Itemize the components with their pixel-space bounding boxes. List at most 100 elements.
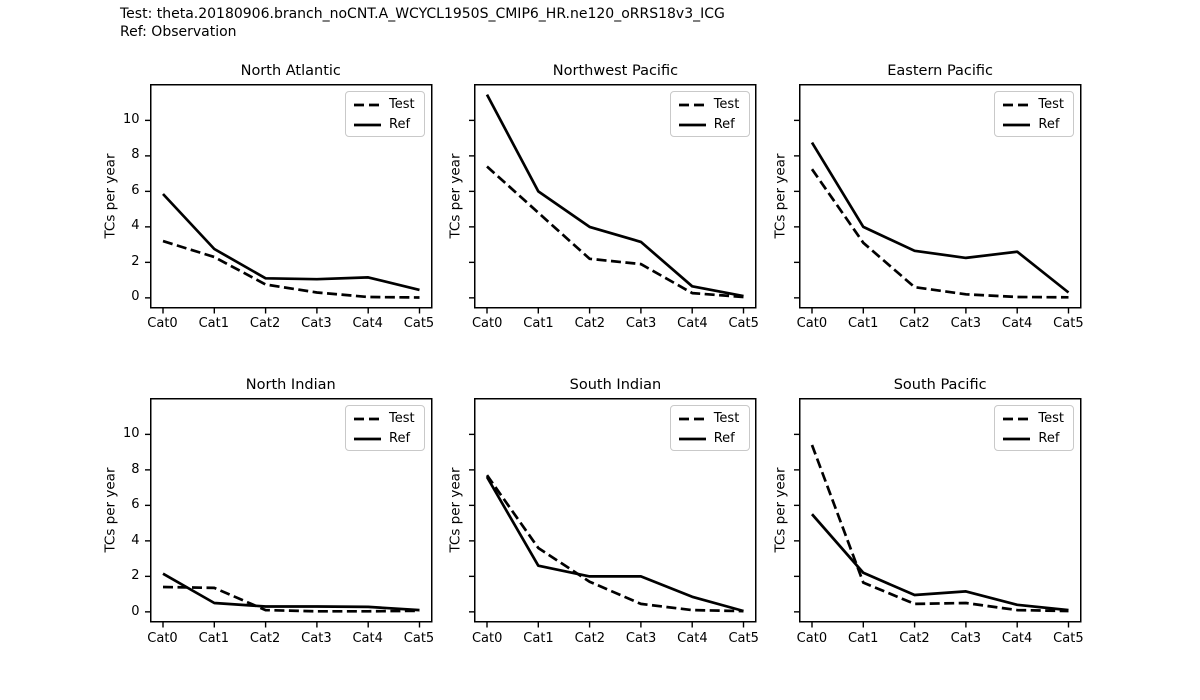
y-tick-label: 8 xyxy=(131,147,140,163)
subplot-title: Eastern Pacific xyxy=(887,62,994,79)
x-ticks xyxy=(161,622,420,628)
legend-line-solid-icon xyxy=(1003,123,1031,126)
subplot-title: South Indian xyxy=(569,377,662,393)
y-ticks xyxy=(144,119,150,299)
legend-line-dashed-icon xyxy=(354,417,381,421)
legend-line-solid-icon xyxy=(678,437,706,441)
ref-line xyxy=(810,513,1069,612)
x-tick-label: Cat0 xyxy=(796,316,828,331)
legend-label: Ref xyxy=(1038,431,1060,446)
x-tick-label: Cat5 xyxy=(728,316,759,331)
test-line xyxy=(486,474,744,613)
ref-line xyxy=(161,192,420,291)
legend-item-ref: Ref xyxy=(354,115,416,135)
plot-area xyxy=(469,83,757,313)
y-axis-label: TCs per year xyxy=(447,467,464,553)
x-tick-label: Cat5 xyxy=(403,630,435,646)
ref-line xyxy=(810,141,1070,294)
test-line xyxy=(810,444,1069,613)
y-tick-label: 4 xyxy=(131,218,140,234)
axes-border xyxy=(798,398,1082,623)
legend-line-solid-icon xyxy=(1003,437,1031,441)
test-line xyxy=(486,164,744,298)
x-tick-label: Cat2 xyxy=(899,316,930,331)
y-tick-label: 4 xyxy=(131,532,140,548)
ref-line xyxy=(485,93,744,297)
y-axis-label: TCs per year xyxy=(447,153,464,239)
legend-line-dashed-icon xyxy=(1003,417,1031,421)
y-ticks xyxy=(144,433,150,613)
legend-item-test: Test xyxy=(354,95,416,115)
x-tick-label: Cat4 xyxy=(677,630,708,646)
x-ticks xyxy=(811,308,1070,313)
y-tick-label: 0 xyxy=(131,603,140,619)
legend-label: Ref xyxy=(713,116,735,132)
legend-line-solid-icon xyxy=(678,123,706,126)
plot-area xyxy=(144,398,432,628)
header-test-line: Test: theta.20180906.branch_noCNT.A_WCYC… xyxy=(120,6,725,22)
legend-item-ref: Ref xyxy=(678,115,741,135)
legend-line-dashed-icon xyxy=(678,103,706,106)
x-tick-label: Cat1 xyxy=(198,630,229,646)
legend-item-ref: Ref xyxy=(678,429,741,449)
y-ticks xyxy=(793,433,799,613)
ref-line xyxy=(486,476,745,613)
x-tick-label: Cat0 xyxy=(147,316,178,331)
y-tick-label: 10 xyxy=(122,426,140,442)
plot-area xyxy=(469,398,757,628)
legend-item-test: Test xyxy=(678,95,741,115)
legend-item-test: Test xyxy=(1003,95,1065,115)
y-tick-label: 8 xyxy=(131,461,140,477)
x-tick-label: Cat1 xyxy=(847,630,879,646)
header-ref-line: Ref: Observation xyxy=(120,24,237,40)
y-axis-label: TCs per year xyxy=(771,467,788,553)
legend-label: Test xyxy=(389,411,415,426)
legend-label: Ref xyxy=(1038,116,1060,132)
y-ticks xyxy=(793,119,799,299)
x-tick-label: Cat3 xyxy=(301,630,332,646)
legend: Test Ref xyxy=(345,90,425,137)
legend: Test Ref xyxy=(994,90,1075,137)
legend-line-solid-icon xyxy=(354,123,381,126)
x-tick-label: Cat5 xyxy=(728,630,759,646)
x-tick-label: Cat2 xyxy=(249,316,281,331)
legend-line-dashed-icon xyxy=(354,103,381,106)
legend: Test Ref xyxy=(669,90,750,137)
subplot-title: North Indian xyxy=(245,377,336,393)
x-tick-label: Cat0 xyxy=(147,630,178,646)
x-tick-label: Cat1 xyxy=(523,630,554,646)
x-tick-label: Cat3 xyxy=(301,316,332,331)
subplot-title: North Atlantic xyxy=(240,62,341,79)
legend: Test Ref xyxy=(345,405,425,451)
legend-item-test: Test xyxy=(354,409,416,429)
x-tick-label: Cat5 xyxy=(1053,316,1084,331)
y-tick-label: 2 xyxy=(131,253,140,269)
test-line xyxy=(162,585,420,613)
axes-border xyxy=(149,398,432,623)
y-tick-label: 10 xyxy=(122,111,140,127)
x-tick-label: Cat2 xyxy=(249,630,281,646)
legend-item-test: Test xyxy=(1003,409,1065,429)
legend-label: Test xyxy=(1038,96,1064,112)
test-line xyxy=(810,167,1069,299)
x-tick-label: Cat4 xyxy=(352,316,383,331)
plot-area xyxy=(144,83,432,313)
figure-header: Test: theta.20180906.branch_noCNT.A_WCYC… xyxy=(120,5,725,41)
x-tick-label: Cat4 xyxy=(352,630,383,646)
x-tick-label: Cat4 xyxy=(1001,316,1033,331)
x-ticks xyxy=(161,308,420,313)
y-ticks xyxy=(469,119,475,299)
subplot-title: Northwest Pacific xyxy=(552,62,679,79)
x-tick-label: Cat3 xyxy=(950,316,981,331)
y-ticks xyxy=(469,433,475,613)
y-tick-label: 6 xyxy=(131,182,140,198)
x-tick-label: Cat4 xyxy=(1001,630,1033,646)
x-tick-label: Cat2 xyxy=(574,630,605,646)
legend-item-ref: Ref xyxy=(1003,429,1065,449)
y-axis-label: TCs per year xyxy=(771,153,788,239)
x-tick-label: Cat3 xyxy=(625,316,657,331)
x-tick-label: Cat1 xyxy=(198,316,229,331)
x-ticks xyxy=(486,622,745,628)
plot-area xyxy=(793,83,1082,313)
